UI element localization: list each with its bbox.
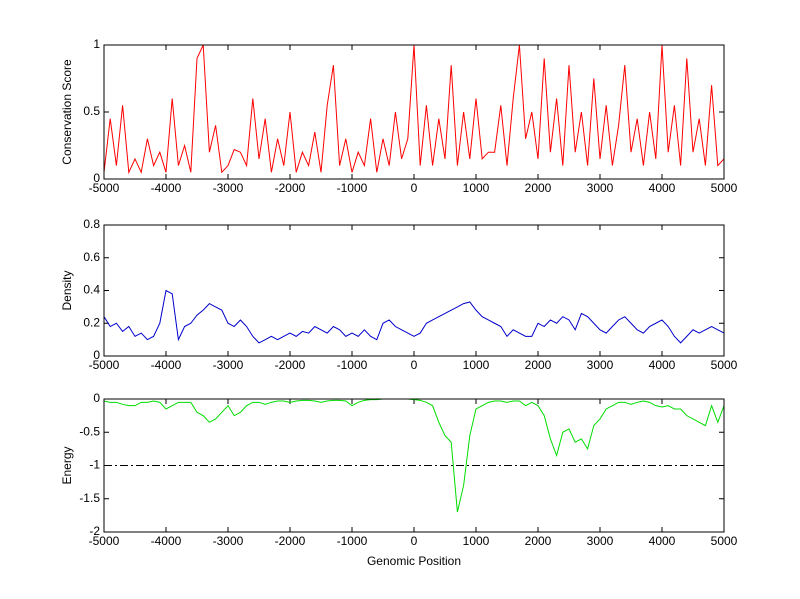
x-tick-label: -5000 xyxy=(89,181,120,195)
x-tick-label: 4000 xyxy=(649,181,676,195)
y-tick-label: -0.5 xyxy=(79,424,100,438)
x-tick-label: -5000 xyxy=(89,534,120,548)
y-tick-label: 0.4 xyxy=(83,283,100,297)
x-tick-label: -2000 xyxy=(275,534,306,548)
y-tick-label: -1 xyxy=(89,458,100,472)
x-tick-label: 1000 xyxy=(463,181,490,195)
axes-box xyxy=(103,44,725,180)
y-tick-label: 0.8 xyxy=(83,217,100,231)
data-line xyxy=(103,289,725,344)
x-tick-label: -4000 xyxy=(151,358,182,372)
x-tick-label: -2000 xyxy=(275,181,306,195)
y-axis-label: Density xyxy=(60,270,74,310)
x-tick-label: 2000 xyxy=(525,358,552,372)
x-tick-label: 1000 xyxy=(463,358,490,372)
x-tick-label: -2000 xyxy=(275,358,306,372)
x-tick-label: 5000 xyxy=(711,181,738,195)
x-tick-label: 2000 xyxy=(525,534,552,548)
x-tick-label: -4000 xyxy=(151,534,182,548)
x-tick-label: 0 xyxy=(411,181,418,195)
axes-box xyxy=(103,224,725,357)
x-tick-label: 3000 xyxy=(587,181,614,195)
x-tick-label: -5000 xyxy=(89,358,120,372)
data-line xyxy=(103,398,725,513)
x-tick-label: -1000 xyxy=(337,534,368,548)
y-tick-label: 0 xyxy=(93,391,100,405)
y-axis-label: Energy xyxy=(60,446,74,484)
x-tick-label: 1000 xyxy=(463,534,490,548)
x-tick-label: 0 xyxy=(411,358,418,372)
x-tick-label: 0 xyxy=(411,534,418,548)
y-tick-label: -2 xyxy=(89,524,100,538)
x-axis-label: Genomic Position xyxy=(367,554,461,568)
x-tick-label: -3000 xyxy=(213,181,244,195)
x-tick-label: -3000 xyxy=(213,358,244,372)
x-tick-label: -1000 xyxy=(337,358,368,372)
axes-box xyxy=(103,398,725,533)
y-tick-label: -1.5 xyxy=(79,491,100,505)
y-tick-label: 0.2 xyxy=(83,315,100,329)
y-tick-label: 0 xyxy=(93,171,100,185)
x-tick-label: 3000 xyxy=(587,358,614,372)
x-tick-label: 5000 xyxy=(711,534,738,548)
y-tick-label: 1 xyxy=(93,37,100,51)
x-tick-label: -3000 xyxy=(213,534,244,548)
x-tick-label: -1000 xyxy=(337,181,368,195)
y-tick-label: 0.5 xyxy=(83,104,100,118)
x-tick-label: 4000 xyxy=(649,534,676,548)
x-tick-label: 4000 xyxy=(649,358,676,372)
axes-background xyxy=(104,225,724,356)
y-tick-label: 0 xyxy=(93,348,100,362)
x-tick-label: 5000 xyxy=(711,358,738,372)
x-tick-label: -4000 xyxy=(151,181,182,195)
y-tick-label: 0.6 xyxy=(83,250,100,264)
y-axis-label: Conservation Score xyxy=(60,59,74,165)
x-tick-label: 2000 xyxy=(525,181,552,195)
x-tick-label: 3000 xyxy=(587,534,614,548)
